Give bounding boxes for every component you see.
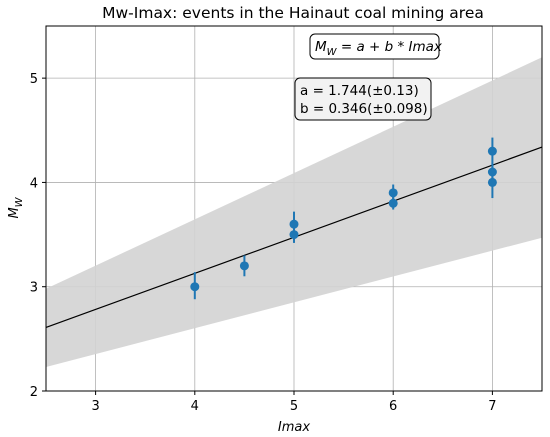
data-point <box>487 146 497 156</box>
data-point <box>487 177 497 187</box>
data-points <box>190 137 497 300</box>
equation-lhs-sub: W <box>327 47 338 58</box>
y-tick-label: 3 <box>30 281 38 296</box>
data-point <box>289 219 299 229</box>
data-point <box>239 261 249 271</box>
x-tick-label: 6 <box>389 399 397 414</box>
equation-box <box>309 33 440 60</box>
y-tick-label: 4 <box>30 176 38 191</box>
x-axis-label: Imax <box>278 420 310 435</box>
y-axis-label-sub: W <box>14 196 25 207</box>
x-tick-label: 5 <box>290 399 298 414</box>
equation-rhs: = a + b * <box>337 39 409 55</box>
equation-text: MW = a + b * Imax <box>315 39 443 58</box>
y-axis-label: MW <box>7 196 25 218</box>
y-axis-label-main: M <box>7 207 22 218</box>
chart-title: Mw-Imax: events in the Hainaut coal mini… <box>102 4 484 22</box>
data-point <box>388 198 398 208</box>
x-tick-label: 7 <box>488 399 496 414</box>
equation-annotation: MW = a + b * Imax <box>309 33 443 60</box>
axis-ticks: 3 4 5 6 7 2 3 4 5 <box>30 72 497 414</box>
data-point <box>487 167 497 177</box>
plot-frame <box>45 25 543 392</box>
y-tick-label: 2 <box>30 385 38 400</box>
data-point <box>190 282 200 292</box>
equation-lhs: M <box>315 39 327 55</box>
params-annotation: a = 1.744(±0.13) b = 0.346(±0.098) <box>294 77 432 121</box>
y-tick-label: 5 <box>30 72 38 87</box>
x-tick-label: 3 <box>91 399 99 414</box>
x-tick-label: 4 <box>191 399 199 414</box>
param-a-text: a = 1.744(±0.13) <box>300 83 419 99</box>
params-box <box>294 77 432 121</box>
param-b-text: b = 0.346(±0.098) <box>300 101 428 117</box>
data-point <box>388 188 398 198</box>
equation-rhs-var: Imax <box>409 39 443 55</box>
